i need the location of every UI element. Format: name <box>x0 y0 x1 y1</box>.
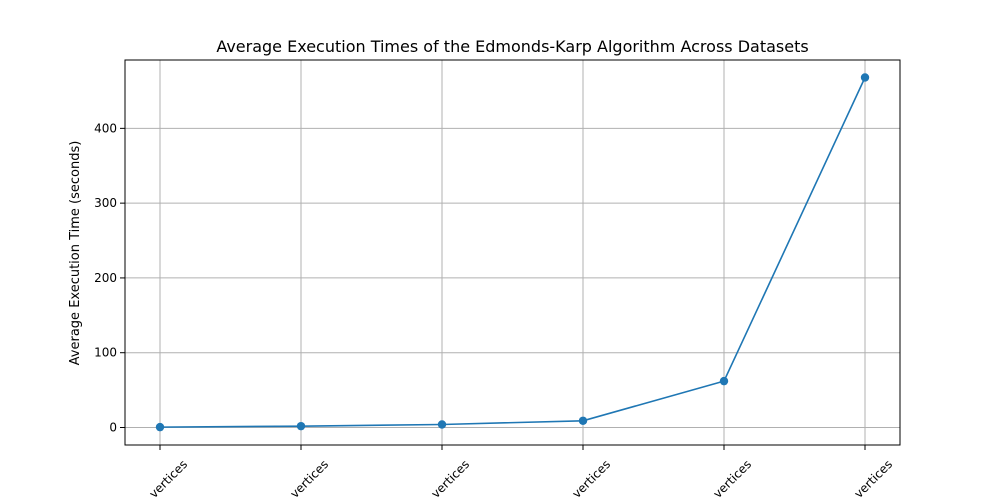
data-point <box>578 416 588 425</box>
data-point <box>860 73 870 82</box>
plot-frame <box>124 59 901 446</box>
y-axis-label: Average Execution Time (seconds) <box>68 141 83 366</box>
series-line <box>159 77 866 428</box>
x-axis: ... vertices ... vertices ... vertices ... … <box>136 445 895 504</box>
x-tick-label: ... vertices <box>277 457 331 500</box>
x-tick-label: ... vertices <box>841 457 895 500</box>
x-tick-label: ... vertices <box>700 457 754 500</box>
y-tick-label: 0 <box>109 421 117 435</box>
x-tick-label: ... vertices <box>136 457 190 500</box>
y-tick-label: 100 <box>94 346 117 360</box>
y-tick-label: 200 <box>94 271 117 285</box>
x-tick-label: ... vertices <box>559 457 613 500</box>
data-point <box>155 422 165 432</box>
y-tick-label: 300 <box>94 196 117 210</box>
data-point <box>296 421 306 431</box>
data-point <box>437 420 447 429</box>
x-tick-label: ... vertices <box>418 457 472 500</box>
chart-title: Average Execution Times of the Edmonds-K… <box>216 37 808 56</box>
series-layer <box>155 73 870 432</box>
y-tick-label: 400 <box>94 121 117 135</box>
y-axis: 0 100 200 300 400 <box>94 121 125 435</box>
data-point <box>719 376 729 386</box>
